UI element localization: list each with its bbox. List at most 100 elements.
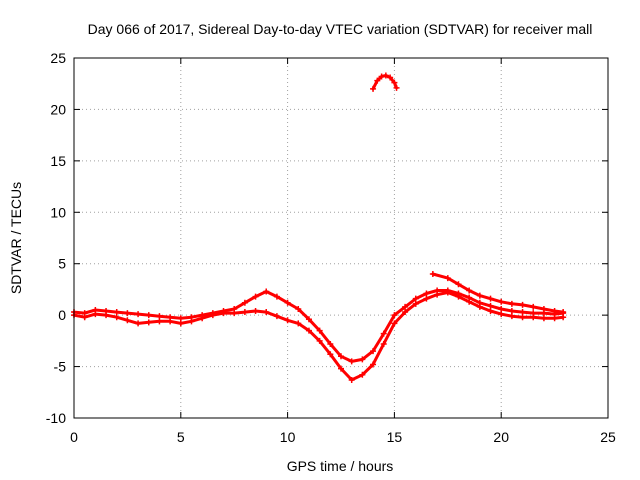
data-point-marker (393, 84, 400, 91)
data-point-marker (455, 281, 462, 288)
y-tick-label: 25 (50, 50, 66, 66)
data-point-marker (177, 320, 184, 327)
data-point-marker (145, 319, 152, 326)
data-point-marker (220, 310, 227, 317)
data-point-marker (348, 358, 355, 365)
data-point-marker (263, 309, 270, 316)
data-point-marker (273, 313, 280, 320)
x-tick-label: 15 (387, 429, 403, 445)
data-point-marker (530, 314, 537, 321)
data-point-marker (81, 314, 88, 321)
data-point-marker (338, 353, 344, 360)
y-tick-label: 20 (50, 101, 66, 117)
data-point-marker (498, 298, 505, 305)
data-point-marker (476, 303, 483, 310)
data-point-marker (444, 275, 451, 282)
data-point-marker (241, 309, 248, 316)
data-point-marker (455, 293, 462, 300)
x-tick-label: 25 (600, 429, 616, 445)
data-point-marker (444, 289, 451, 296)
data-point-marker (113, 309, 120, 316)
series-line (72, 289, 565, 363)
data-point-marker (466, 298, 473, 305)
x-tick-label: 10 (280, 429, 296, 445)
x-axis-label: GPS time / hours (287, 458, 394, 474)
data-point-marker (519, 309, 526, 316)
data-point-marker (167, 318, 174, 325)
data-point-marker (508, 300, 515, 307)
data-point-marker (508, 313, 515, 320)
data-point-marker (370, 361, 377, 368)
y-axis-label: SDTVAR / TECUs (8, 182, 24, 294)
plot-frame (73, 57, 609, 419)
chart-title: Day 066 of 2017, Sidereal Day-to-day VTE… (88, 21, 593, 37)
data-point-marker (284, 317, 291, 324)
data-point-marker (551, 315, 558, 322)
data-point-marker (209, 312, 216, 319)
data-point-marker (113, 314, 120, 321)
data-point-marker (466, 287, 473, 294)
data-point-marker (391, 79, 398, 86)
data-point-marker (412, 300, 419, 307)
data-point-marker (305, 316, 312, 323)
data-point-marker (199, 315, 206, 322)
grid-lines (74, 58, 608, 418)
data-point-marker (370, 85, 377, 92)
x-tick-label: 5 (177, 429, 185, 445)
data-point-marker (487, 295, 494, 302)
data-point-marker (429, 271, 436, 277)
y-tick-label: 10 (50, 204, 66, 220)
data-point-marker (476, 292, 483, 299)
data-point-marker (551, 308, 558, 315)
data-point-marker (380, 340, 387, 347)
data-point-marker (316, 337, 323, 344)
data-point-marker (378, 73, 385, 80)
series-track-d (370, 72, 400, 92)
x-tick-label: 0 (70, 429, 78, 445)
data-point-marker (135, 320, 142, 327)
data-point-marker (423, 295, 430, 302)
data-point-marker (391, 320, 398, 327)
data-point-marker (327, 351, 334, 358)
data-point-marker (519, 314, 526, 321)
data-point-marker (374, 77, 381, 84)
data-point-marker (380, 330, 387, 337)
data-point-marker (540, 315, 547, 322)
data-point-marker (145, 312, 152, 319)
data-point-marker (530, 303, 537, 310)
data-point-marker (177, 315, 184, 322)
data-point-marker (370, 348, 377, 355)
data-point-marker (156, 318, 163, 325)
y-tick-label: -10 (46, 410, 66, 426)
data-point-marker (359, 356, 366, 363)
y-tick-label: 5 (58, 256, 66, 272)
data-point-marker (412, 295, 419, 302)
data-point-marker (382, 72, 389, 79)
y-tick-label: -5 (54, 359, 67, 375)
data-point-marker (498, 311, 505, 318)
data-point-marker (284, 299, 291, 306)
data-point-marker (316, 327, 323, 334)
data-point-marker (241, 299, 248, 306)
data-point-marker (540, 305, 547, 312)
x-tick-label: 20 (493, 429, 509, 445)
data-series (71, 72, 567, 383)
axis-ticks (73, 57, 609, 419)
data-point-marker (423, 290, 430, 297)
data-point-marker (487, 308, 494, 315)
data-point-marker (487, 302, 494, 309)
y-tick-labels: -10 -5 0 5 10 15 20 25 (46, 50, 66, 426)
data-point-marker (305, 327, 312, 334)
data-point-marker (252, 293, 259, 300)
data-point-marker (508, 308, 515, 315)
data-point-marker (359, 371, 366, 378)
data-point-marker (402, 309, 409, 316)
data-point-marker (348, 376, 355, 383)
data-point-marker (252, 308, 259, 315)
data-point-marker (273, 293, 280, 300)
data-point-marker (391, 312, 398, 319)
data-point-marker (295, 305, 302, 312)
data-point-marker (387, 74, 394, 81)
y-tick-label: 0 (58, 307, 66, 323)
